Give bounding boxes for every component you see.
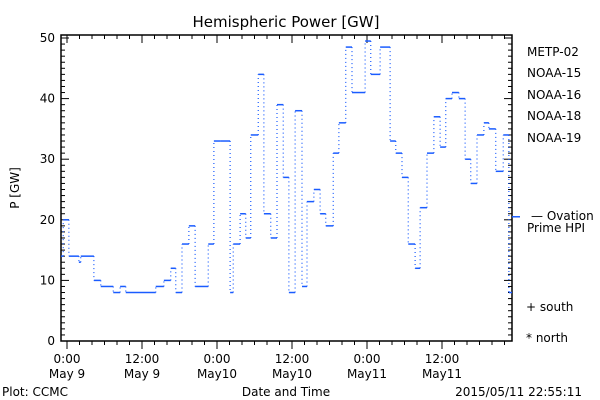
x-tick-time-label: 12:00	[275, 352, 310, 366]
x-axis-label: Date and Time	[242, 385, 330, 399]
y-tick-label: 40	[40, 92, 55, 106]
y-tick-label: 20	[40, 213, 55, 227]
x-tick-date-label: May 9	[124, 367, 160, 381]
series-noaa-15	[61, 40, 512, 294]
x-tick-time-label: 12:00	[425, 352, 460, 366]
y-tick-label: 30	[40, 152, 55, 166]
legend-ovation-line1: — Ovation	[531, 209, 594, 223]
plot-frame	[60, 34, 513, 342]
legend-item-noaa-18: NOAA-18	[527, 109, 581, 123]
legend-north: * north	[526, 331, 568, 345]
legend-item-noaa-16: NOAA-16	[527, 88, 581, 102]
footer-plot-credit: Plot: CCMC	[2, 385, 68, 399]
legend-ovation-line2: Prime HPI	[527, 221, 585, 235]
x-tick-time-label: 0:00	[54, 352, 81, 366]
x-tick-time-label: 12:00	[125, 352, 160, 366]
legend-south: + south	[526, 300, 573, 314]
legend: METP-02 NOAA-15 NOAA-16 NOAA-18 NOAA-19 …	[526, 45, 594, 345]
legend-item-noaa-19: NOAA-19	[527, 131, 581, 145]
y-axis-label: P [GW]	[8, 167, 22, 209]
footer-timestamp: 2015/05/11 22:55:11	[455, 385, 582, 399]
y-tick-label: 0	[47, 334, 55, 348]
x-tick-date-label: May 9	[49, 367, 85, 381]
x-tick-date-label: May11	[347, 367, 387, 381]
legend-item-metp-02: METP-02	[527, 45, 579, 59]
x-tick-date-label: May10	[272, 367, 312, 381]
x-tick-time-label: 0:00	[354, 352, 381, 366]
x-tick-date-label: May10	[197, 367, 237, 381]
x-tick-time-label: 0:00	[204, 352, 231, 366]
y-axis: 0 10 20 30 40 50	[40, 31, 512, 348]
y-tick-label: 10	[40, 273, 55, 287]
y-tick-label: 50	[40, 31, 55, 45]
legend-item-noaa-15: NOAA-15	[527, 66, 581, 80]
x-tick-date-label: May11	[422, 367, 462, 381]
chart-title: Hemispheric Power [GW]	[193, 13, 380, 31]
